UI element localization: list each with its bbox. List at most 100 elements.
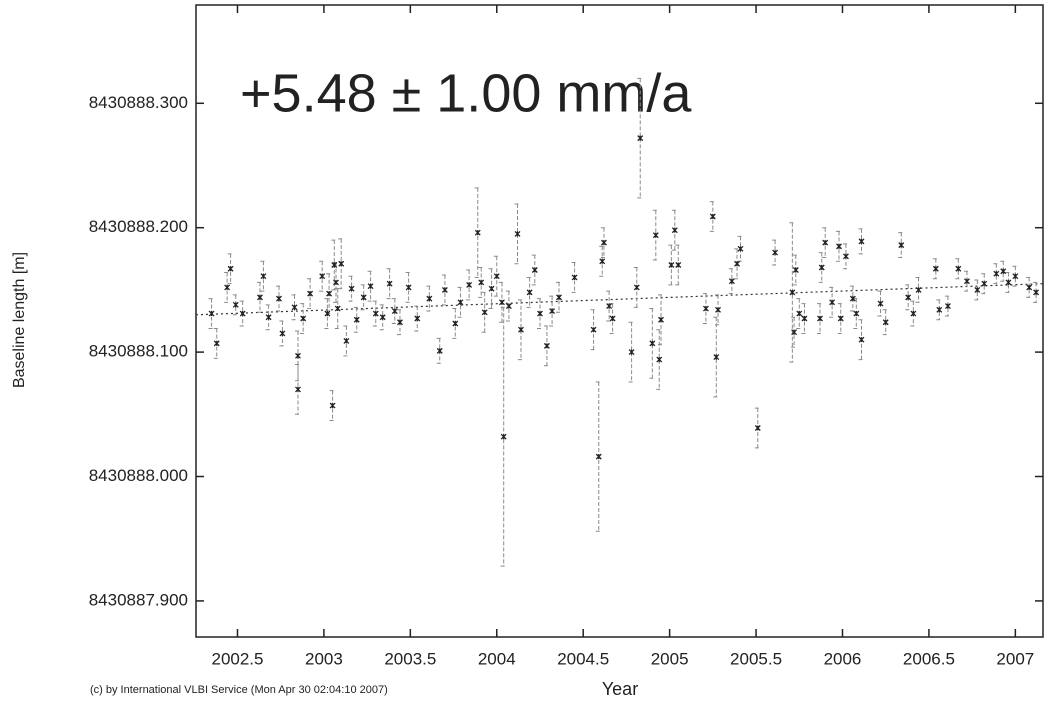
y-tick-label: 8430888.100 [89,342,188,361]
data-point [801,315,808,322]
plot-frame [195,4,1044,638]
data-point [543,342,550,349]
data-point [493,273,500,280]
data-point [526,289,533,296]
data-point [656,356,663,363]
data-point [1026,284,1033,291]
data-point [481,309,488,316]
data-point [898,242,905,249]
x-tick-label: 2006 [824,649,862,668]
data-point [549,308,556,315]
error-bar [514,203,521,265]
data-point [227,265,234,272]
data-point [265,314,272,321]
x-tick-label: 2004 [478,649,516,668]
data-point [652,232,659,239]
error-bar [656,329,663,390]
data-point [858,238,865,245]
data-point [379,314,386,321]
data-point [291,304,298,311]
y-tick-label: 8430888.000 [89,466,188,485]
data-point [505,303,512,310]
data-point [329,402,336,409]
data-point [531,267,538,273]
data-point [932,265,939,272]
annotation: +5.48 ± 1.00 mm/a [240,63,692,123]
data-point [338,260,345,267]
data-point [829,299,836,306]
data-point [796,310,803,317]
data-point [702,305,709,312]
x-tick-label: 2003 [305,649,343,668]
data-point [853,310,860,317]
error-bar [649,308,656,379]
data-point [1012,273,1019,280]
data-point [963,278,970,285]
data-point [372,310,379,317]
data-point [256,294,263,301]
data-point [981,280,988,287]
data-point [1005,279,1012,286]
data-point [518,326,524,333]
footnote: (c) by International VLBI Service (Mon A… [90,684,388,696]
data-point [457,299,464,306]
data-point [405,284,412,291]
data-point [232,301,239,308]
data-point [326,290,333,297]
data-point [360,294,367,301]
data-point [649,340,656,347]
data-point [224,284,231,291]
error-bar [637,77,644,199]
data-point [915,286,922,293]
data-point [348,285,355,292]
data-point [715,306,721,313]
data-point [239,310,246,317]
data-point [609,315,616,322]
data-point [295,352,301,359]
data-point [628,349,635,356]
data-point [333,279,339,286]
data-point [498,299,505,306]
error-bar [628,321,635,383]
data-point [993,270,1000,277]
data-point [955,265,962,272]
data-point [754,425,761,431]
data-point [260,273,267,280]
data-point [728,278,735,285]
data-point [599,258,606,265]
data-point [397,319,403,326]
data-point [713,354,720,361]
data-point [537,310,543,317]
data-point [789,289,796,296]
y-tick-label: 8430888.200 [89,217,188,236]
data-point [882,319,889,326]
data-point [208,310,215,317]
data-point [858,336,865,343]
data-point [436,347,443,354]
data-point [331,262,338,268]
data-point [300,315,307,322]
data-point [1033,289,1040,296]
data-point [213,340,220,347]
data-point [600,239,607,246]
data-point [279,330,286,337]
y-tick-label: 8430887.900 [89,590,188,609]
data-point [307,290,314,297]
data-point [556,294,562,301]
x-tick-label: 2005.5 [730,649,782,668]
data-point [295,386,301,393]
data-point [817,315,823,322]
data-point [595,453,602,460]
data-point [818,264,825,271]
data-point [734,260,741,267]
data-point [426,295,433,302]
data-point [658,316,664,323]
data-point [671,227,678,234]
data-point [606,303,613,310]
data-point [936,306,943,313]
x-tick-label: 2002.5 [211,649,263,668]
data-point [837,315,844,322]
data-point [474,229,481,236]
data-point [500,433,507,440]
